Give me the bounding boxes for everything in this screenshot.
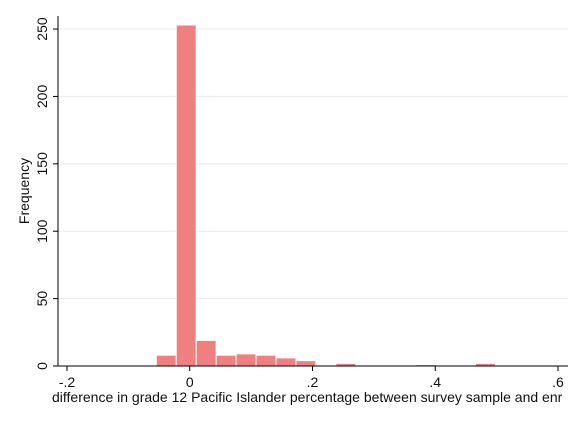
x-tick-label: -.2 <box>59 374 76 390</box>
y-axis-title: Frequency <box>16 158 32 224</box>
y-tick-label: 150 <box>34 152 50 176</box>
x-tick-label: .6 <box>552 374 564 390</box>
x-ticks: -.2 0 .2 .4 .6 <box>59 366 564 390</box>
histogram-bar <box>275 357 297 367</box>
x-tick-label: .2 <box>307 374 319 390</box>
x-axis-title: difference in grade 12 Pacific Islander … <box>52 389 563 405</box>
y-ticks: 0 50 100 150 200 250 <box>34 17 58 370</box>
histogram-bar <box>175 24 197 367</box>
histogram-bar <box>195 339 217 367</box>
histogram-bar <box>255 354 277 367</box>
x-tick-label: .4 <box>429 374 441 390</box>
histogram-bar <box>235 353 257 367</box>
y-tick-label: 0 <box>34 362 50 370</box>
y-tick-label: 250 <box>34 17 50 41</box>
histogram-bar <box>155 354 177 367</box>
histogram-bar <box>215 354 237 367</box>
y-tick-label: 200 <box>34 85 50 109</box>
y-tick-label: 100 <box>34 219 50 243</box>
grid-lines <box>58 28 568 300</box>
histogram-bar <box>295 360 317 367</box>
x-tick-label: 0 <box>186 374 194 390</box>
y-tick-label: 50 <box>34 291 50 307</box>
